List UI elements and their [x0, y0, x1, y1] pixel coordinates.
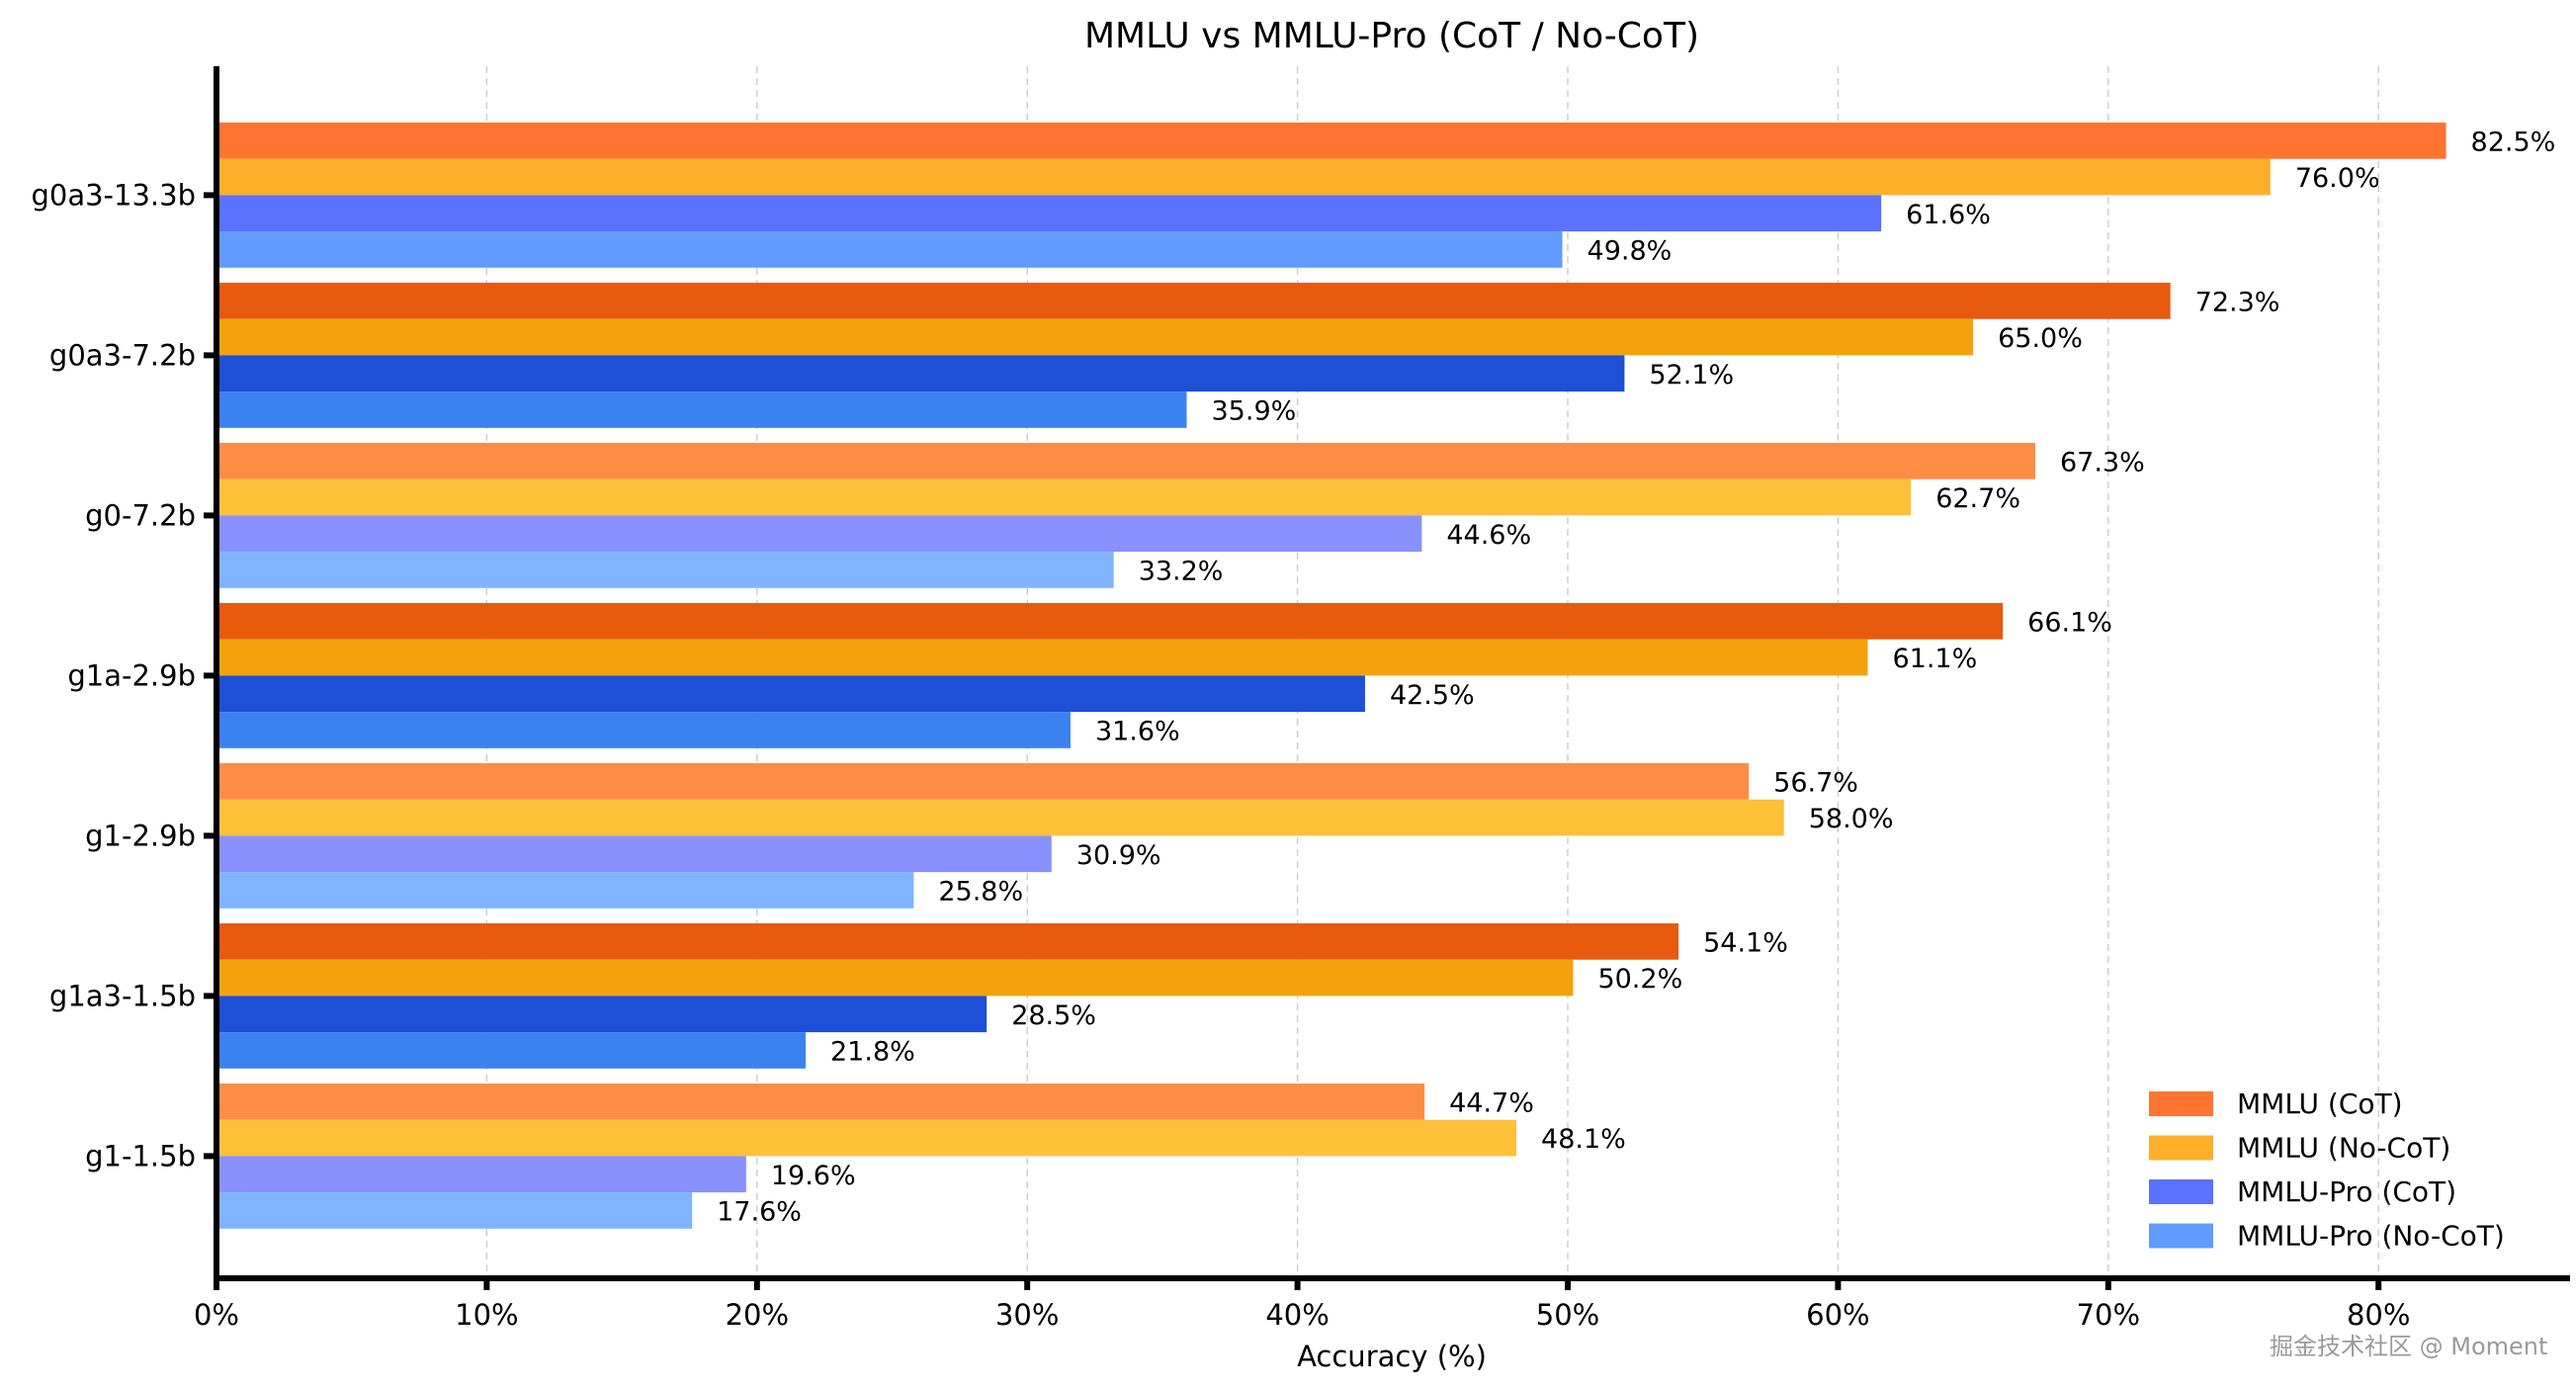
bar [216, 391, 1187, 428]
y-tick-label: g1-1.5b [85, 1139, 196, 1173]
data-label: 17.6% [717, 1196, 802, 1227]
y-axis-ticks: g0a3-13.3b g0a3-7.2b g0-7.2b g1a-2.9b g1-2.9… [31, 178, 216, 1173]
data-label: 66.1% [2027, 607, 2112, 638]
data-label: 33.2% [1139, 556, 1224, 586]
bar [216, 675, 1365, 713]
data-label: 67.3% [2060, 447, 2145, 478]
bar [216, 195, 1882, 232]
data-label: 50.2% [1597, 964, 1682, 995]
bar [216, 515, 1422, 553]
bar [216, 443, 2035, 479]
data-label: 31.6% [1095, 716, 1180, 746]
data-label: 76.0% [2295, 163, 2380, 194]
data-label: 35.9% [1212, 395, 1297, 426]
x-tick-label: 10% [455, 1298, 518, 1332]
bar [216, 1119, 1517, 1157]
bar [216, 1192, 693, 1229]
chart-title: MMLU vs MMLU-Pro (CoT / No-CoT) [1084, 16, 1699, 56]
legend-label: MMLU (No-CoT) [2237, 1132, 2450, 1165]
bar [216, 552, 1114, 588]
data-label: 42.5% [1390, 680, 1475, 711]
data-label: 61.6% [1906, 200, 1991, 230]
bar [216, 872, 914, 909]
data-label: 44.7% [1449, 1087, 1534, 1118]
y-tick-label: g0a3-7.2b [49, 338, 196, 372]
x-tick-label: 40% [1265, 1298, 1329, 1332]
x-tick-label: 50% [1536, 1298, 1599, 1332]
value-labels: 82.5% 76.0% 61.6% 49.8% 72.3% 65.0% 52.1% 35.9%… [717, 127, 2555, 1227]
bar [216, 923, 1679, 960]
x-tick-label: 20% [726, 1298, 789, 1332]
bar [216, 231, 1563, 268]
x-tick-label: 70% [2077, 1298, 2140, 1332]
x-axis-label: Accuracy (%) [1297, 1340, 1487, 1373]
bar [216, 123, 2447, 159]
data-label: 49.8% [1588, 235, 1673, 266]
bars [216, 123, 2447, 1229]
legend-swatch [2149, 1091, 2213, 1116]
x-tick-label: 60% [1806, 1298, 1869, 1332]
bar [216, 996, 987, 1033]
bar [216, 763, 1750, 800]
bar [216, 283, 2171, 319]
y-tick-label: g1a3-1.5b [49, 979, 196, 1012]
y-tick-label: g0-7.2b [85, 498, 196, 532]
data-label: 62.7% [1935, 483, 2020, 514]
watermark: 掘金技术社区 @ Moment [2270, 1333, 2547, 1360]
legend-label: MMLU (CoT) [2237, 1087, 2403, 1120]
data-label: 48.1% [1541, 1124, 1626, 1155]
data-label: 65.0% [1998, 323, 2083, 354]
data-label: 54.1% [1703, 927, 1788, 958]
data-label: 30.9% [1076, 840, 1161, 871]
data-label: 44.6% [1446, 520, 1531, 551]
x-axis-ticks: 0% 10% 20% 30% 40% 50% 60% 70% 80% [194, 1278, 2410, 1332]
x-tick-label: 30% [995, 1298, 1059, 1332]
bar [216, 1084, 1425, 1120]
bar [216, 1032, 807, 1069]
bar [216, 639, 1868, 676]
data-label: 28.5% [1011, 1000, 1096, 1031]
bar [216, 355, 1625, 392]
data-label: 21.8% [830, 1036, 915, 1067]
data-label: 56.7% [1773, 767, 1858, 798]
data-label: 25.8% [938, 876, 1023, 907]
y-tick-label: g0a3-13.3b [31, 178, 196, 212]
legend-label: MMLU-Pro (CoT) [2237, 1175, 2456, 1208]
bar [216, 712, 1071, 748]
bar [216, 1156, 746, 1193]
data-label: 58.0% [1809, 804, 1894, 834]
data-label: 82.5% [2471, 127, 2556, 157]
x-tick-label: 80% [2347, 1298, 2410, 1332]
legend-swatch [2149, 1223, 2213, 1249]
bar [216, 478, 1912, 516]
data-label: 19.6% [771, 1161, 856, 1191]
y-tick-label: g1-2.9b [85, 819, 196, 852]
x-tick-label: 0% [194, 1298, 239, 1332]
legend-swatch [2149, 1179, 2213, 1204]
legend-swatch [2149, 1135, 2213, 1161]
legend-label: MMLU-Pro (No-CoT) [2237, 1220, 2505, 1253]
data-label: 72.3% [2195, 287, 2280, 317]
bar [216, 603, 2004, 640]
bar [216, 799, 1784, 836]
bar [216, 318, 1974, 356]
data-label: 61.1% [1892, 644, 1977, 674]
bar [216, 158, 2271, 196]
data-label: 52.1% [1649, 360, 1734, 391]
bar [216, 959, 1574, 997]
y-tick-label: g1a-2.9b [67, 658, 196, 692]
legend: MMLU (CoT) MMLU (No-CoT) MMLU-Pro (CoT) MML… [2149, 1087, 2505, 1253]
bar [216, 835, 1052, 873]
